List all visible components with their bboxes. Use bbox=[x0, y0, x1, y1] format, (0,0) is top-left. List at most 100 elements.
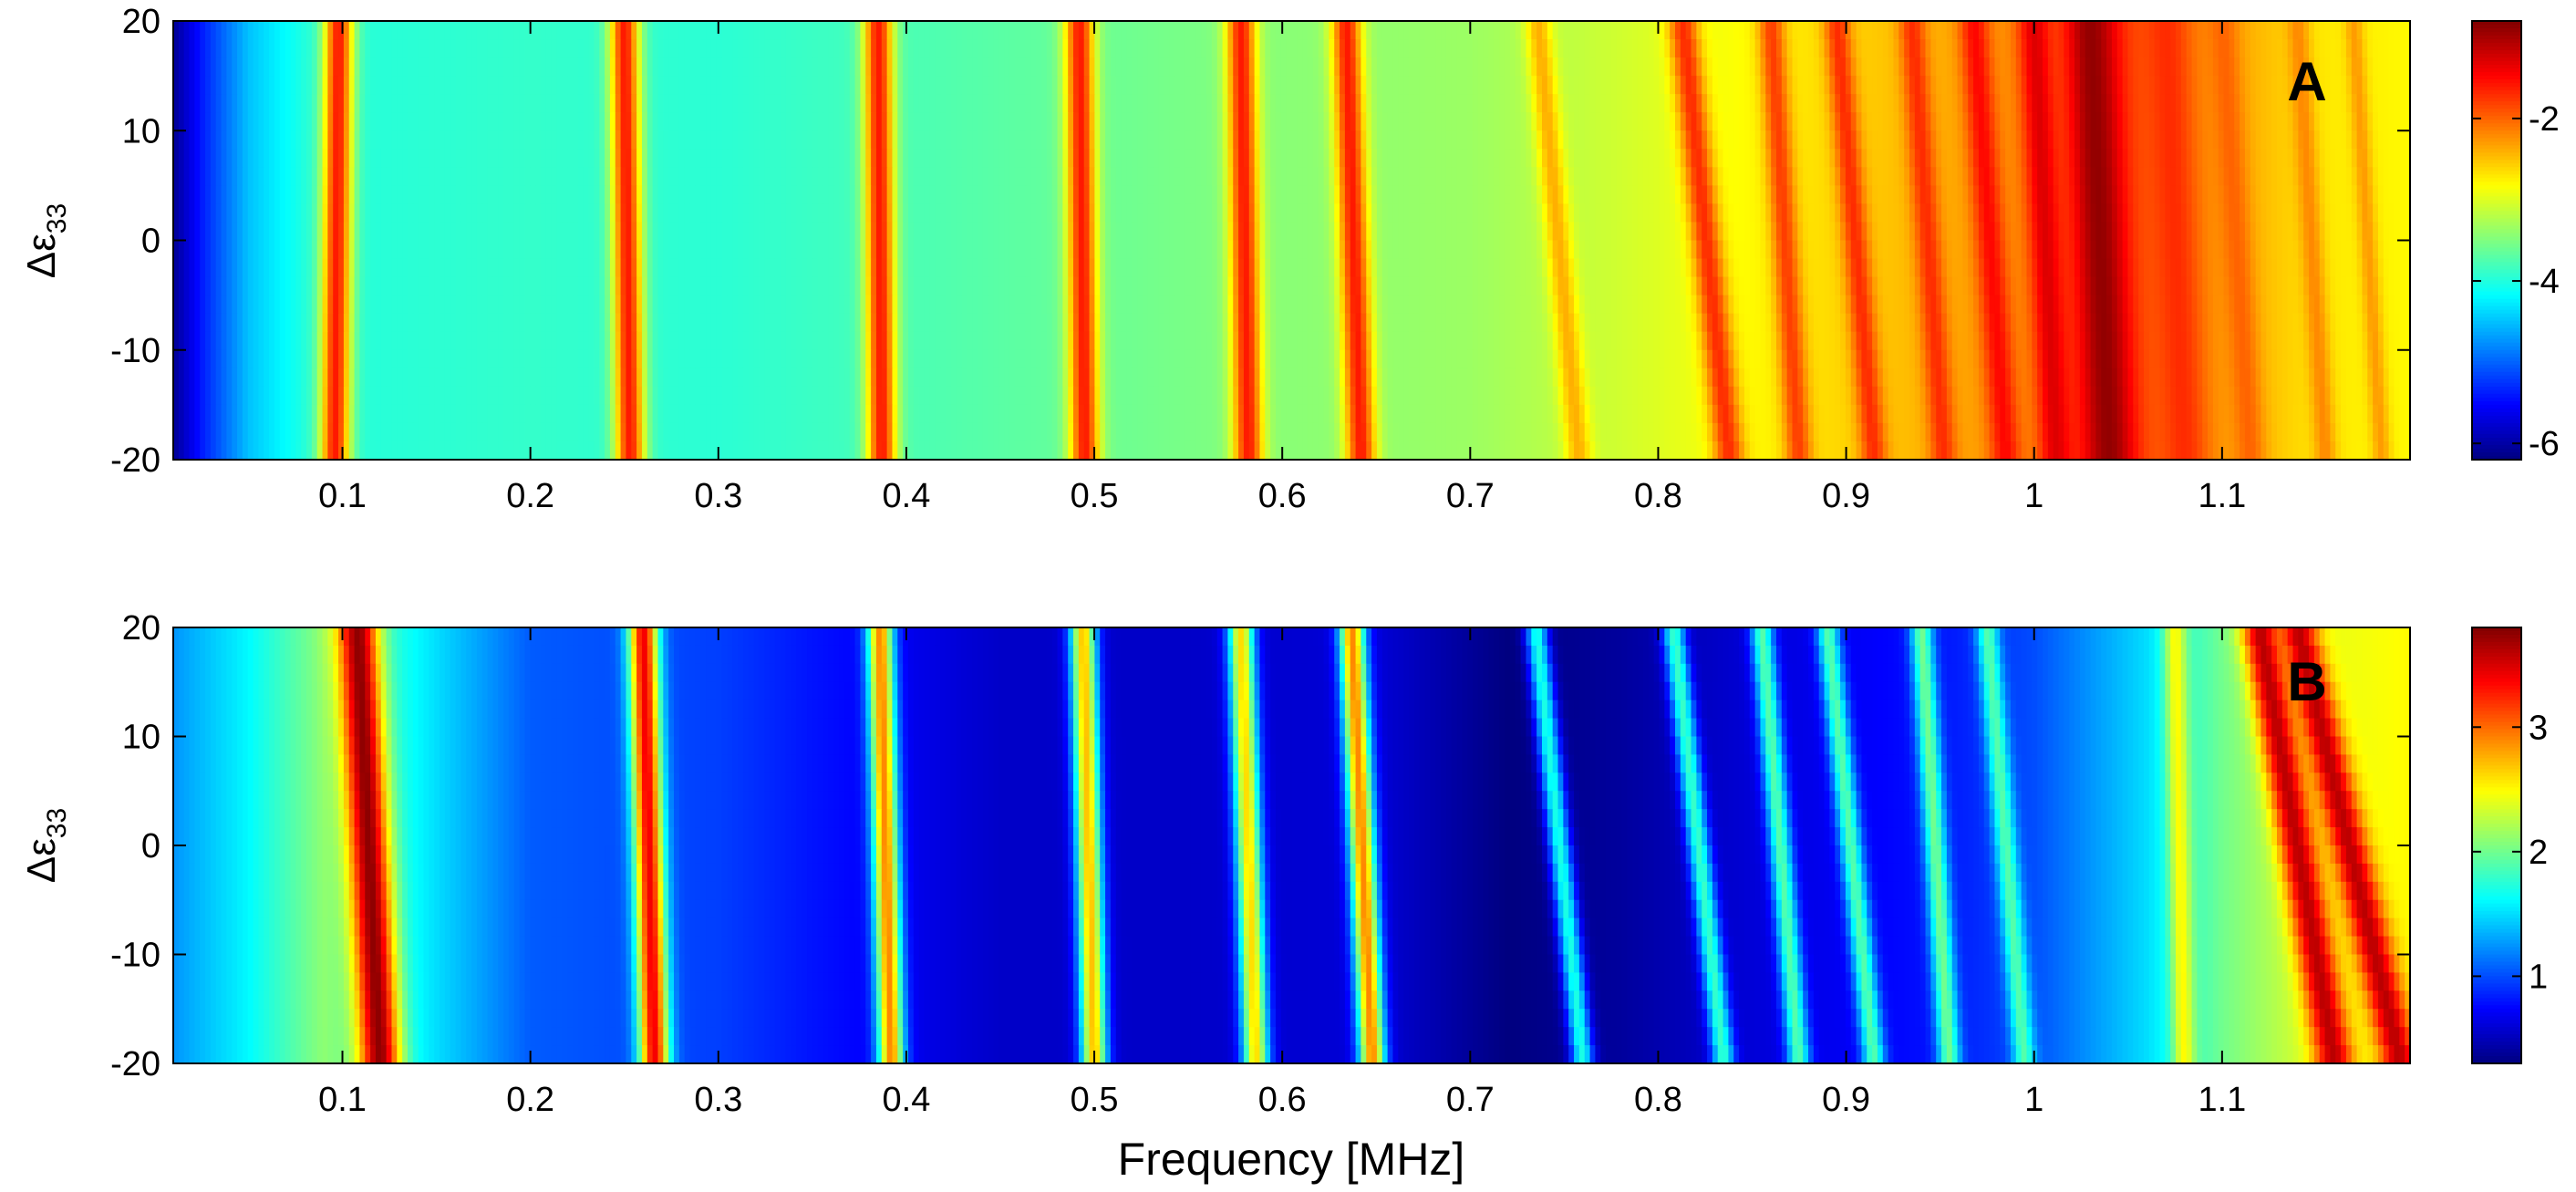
heatmap-cell bbox=[652, 57, 659, 77]
heatmap-cell bbox=[2143, 112, 2150, 131]
heatmap-cell bbox=[1771, 21, 1777, 40]
heatmap-cell bbox=[860, 222, 866, 242]
heatmap-cell bbox=[1803, 130, 1809, 150]
heatmap-cell bbox=[2064, 149, 2070, 168]
heatmap-cell bbox=[1707, 76, 1713, 95]
heatmap-cell bbox=[1505, 76, 1511, 95]
heatmap-cell bbox=[402, 21, 409, 40]
heatmap-cell bbox=[215, 112, 222, 131]
heatmap-cell bbox=[316, 222, 324, 242]
heatmap-cell bbox=[1121, 222, 1128, 242]
heatmap-cell bbox=[1775, 57, 1783, 77]
heatmap-cell bbox=[1248, 94, 1256, 113]
heatmap-cell bbox=[1552, 112, 1559, 131]
heatmap-cell bbox=[1025, 112, 1031, 131]
heatmap-cell bbox=[967, 94, 973, 113]
heatmap-cell bbox=[1344, 94, 1351, 113]
heatmap-cell bbox=[481, 112, 489, 131]
heatmap-cell bbox=[2292, 167, 2299, 186]
heatmap-cell bbox=[1169, 39, 1175, 58]
heatmap-cell bbox=[1861, 130, 1867, 150]
heatmap-cell bbox=[695, 149, 701, 168]
heatmap-cell bbox=[2000, 57, 2006, 77]
heatmap-cell bbox=[1094, 76, 1101, 95]
heatmap-cell bbox=[1968, 149, 1974, 168]
heatmap-cell bbox=[1606, 76, 1612, 95]
heatmap-cell bbox=[727, 185, 733, 205]
heatmap-cell bbox=[1680, 112, 1687, 131]
heatmap-cell bbox=[397, 76, 403, 95]
heatmap-cell bbox=[306, 39, 313, 58]
heatmap-cell bbox=[316, 167, 324, 186]
heatmap-cell bbox=[1371, 222, 1378, 242]
heatmap-cell bbox=[498, 39, 504, 58]
heatmap-cell bbox=[1121, 94, 1128, 113]
heatmap-cell bbox=[1360, 222, 1367, 242]
heatmap-cell bbox=[348, 149, 356, 168]
heatmap-cell bbox=[284, 21, 292, 40]
heatmap-cell bbox=[354, 149, 361, 168]
heatmap-cell bbox=[977, 21, 984, 40]
heatmap-cell bbox=[1062, 39, 1069, 58]
heatmap-cell bbox=[2394, 21, 2400, 40]
heatmap-cell bbox=[215, 39, 222, 58]
heatmap-cell bbox=[1515, 76, 1522, 95]
heatmap-cell bbox=[1344, 203, 1351, 223]
heatmap-cell bbox=[2244, 130, 2251, 150]
heatmap-cell bbox=[828, 149, 834, 168]
heatmap-cell bbox=[1670, 21, 1676, 40]
heatmap-cell bbox=[854, 112, 862, 131]
heatmap-cell bbox=[2208, 39, 2214, 58]
heatmap-cell bbox=[301, 203, 307, 223]
heatmap-cell bbox=[1760, 39, 1766, 58]
heatmap-cell bbox=[1137, 21, 1143, 40]
heatmap-cell bbox=[1680, 39, 1687, 58]
heatmap-cell bbox=[1126, 76, 1133, 95]
heatmap-cell bbox=[1829, 203, 1836, 223]
heatmap-cell bbox=[1775, 112, 1783, 131]
heatmap-cell bbox=[2223, 76, 2230, 95]
heatmap-cell bbox=[1962, 130, 1969, 150]
heatmap-cell bbox=[817, 39, 824, 58]
heatmap-cell bbox=[2362, 149, 2368, 168]
heatmap-cell bbox=[1978, 21, 1985, 40]
heatmap-cell bbox=[2106, 130, 2113, 150]
heatmap-cell bbox=[674, 185, 680, 205]
heatmap-cell bbox=[1243, 57, 1250, 77]
heatmap-cell bbox=[1488, 94, 1495, 113]
heatmap-cell bbox=[1366, 21, 1372, 40]
heatmap-cell bbox=[2197, 185, 2203, 205]
heatmap-cell bbox=[1867, 76, 1873, 95]
heatmap-cell bbox=[1914, 21, 1921, 40]
heatmap-cell bbox=[678, 76, 686, 95]
heatmap-cell bbox=[1025, 39, 1031, 58]
heatmap-cell bbox=[881, 203, 888, 223]
heatmap-cell bbox=[1062, 76, 1069, 95]
heatmap-cell bbox=[2069, 130, 2075, 150]
heatmap-cell bbox=[2271, 112, 2278, 131]
heatmap-cell bbox=[796, 185, 802, 205]
heatmap-cell bbox=[1387, 167, 1394, 186]
heatmap-cell bbox=[556, 94, 563, 113]
heatmap-cell bbox=[1707, 94, 1713, 113]
heatmap-cell bbox=[1366, 76, 1372, 95]
heatmap-cell bbox=[620, 167, 627, 186]
heatmap-cell bbox=[1680, 76, 1687, 95]
heatmap-cell bbox=[1132, 222, 1138, 242]
heatmap-cell bbox=[1856, 130, 1863, 150]
heatmap-cell bbox=[1509, 167, 1516, 186]
heatmap-cell bbox=[2399, 76, 2405, 95]
heatmap-cell bbox=[1760, 167, 1766, 186]
heatmap-cell bbox=[881, 185, 888, 205]
heatmap-cell bbox=[2276, 130, 2283, 150]
heatmap-cell bbox=[1014, 167, 1021, 186]
heatmap-cell bbox=[1888, 39, 1895, 58]
heatmap-cell bbox=[2074, 21, 2081, 40]
heatmap-cell bbox=[1248, 222, 1256, 242]
heatmap-cell bbox=[391, 76, 398, 95]
heatmap-cell bbox=[721, 57, 729, 77]
heatmap-cell bbox=[301, 149, 307, 168]
heatmap-cell bbox=[1509, 76, 1516, 95]
heatmap-cell bbox=[1968, 167, 1974, 186]
heatmap-cell bbox=[1754, 130, 1762, 150]
